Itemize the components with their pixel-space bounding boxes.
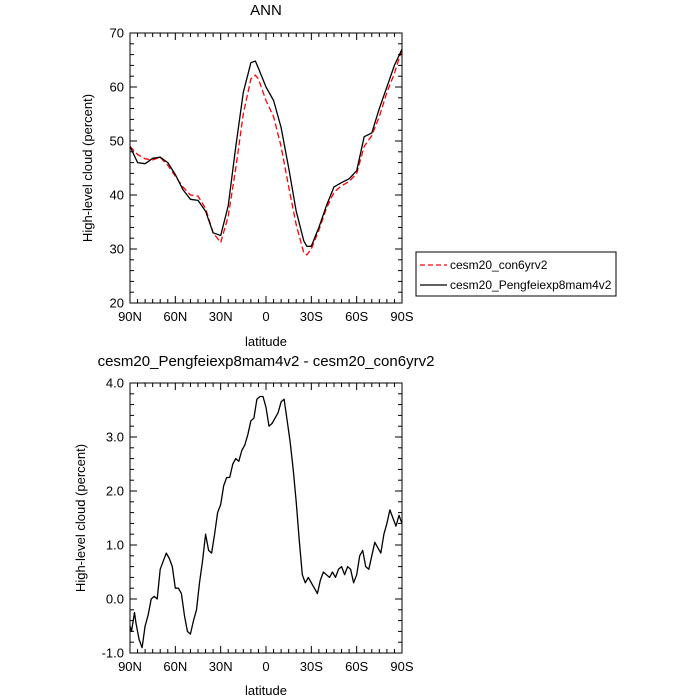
x-tick-label: 90N — [118, 309, 142, 324]
y-axis-label: High-level cloud (percent) — [73, 444, 88, 592]
y-tick-label: -1.0 — [102, 646, 124, 661]
x-tick-label: 60N — [163, 659, 187, 674]
chart-title: ANN — [250, 2, 282, 19]
y-axis-label: High-level cloud (percent) — [80, 94, 95, 242]
x-tick-label: 0 — [262, 309, 269, 324]
y-tick-label: 0.0 — [106, 592, 124, 607]
plot-frame — [129, 382, 403, 654]
x-tick-label: 30S — [300, 659, 323, 674]
y-tick-label: 3.0 — [106, 430, 124, 445]
y-tick-label: 1.0 — [106, 538, 124, 553]
y-tick-label: 50 — [110, 134, 124, 149]
x-tick-label: 60S — [345, 659, 368, 674]
x-tick-label: 0 — [262, 659, 269, 674]
x-tick-label: 60N — [163, 309, 187, 324]
legend-label-con6yrv2: cesm20_con6yrv2 — [450, 258, 548, 272]
x-tick-label: 30N — [209, 309, 233, 324]
x-axis-label: latitude — [245, 334, 287, 349]
x-axis-label: latitude — [245, 683, 287, 698]
tick-layer: 90N 60N 30N 0 30S 60S 90S -1.0 0.0 1.0 2.0 3.0 4.0 — [102, 376, 414, 675]
series-line-difference — [129, 395, 403, 649]
series-line-cesm20-Pengfeiexp8mam4v2 — [129, 48, 403, 247]
y-tick-label: 20 — [110, 296, 124, 311]
x-tick-label: 90S — [390, 309, 413, 324]
series-layer — [129, 395, 403, 649]
legend: cesm20_con6yrv2 cesm20_Pengfeiexp8mam4v2 — [415, 251, 617, 297]
panel-annual-high-cloud: ANN 90N 60N 30N 0 30S 60S 90S 20 30 40 50 60 70 lati… — [80, 2, 617, 349]
y-tick-label: 70 — [110, 26, 124, 41]
x-tick-label: 90N — [118, 659, 142, 674]
chart-title: cesm20_Pengfeiexp8mam4v2 - cesm20_con6yr… — [98, 353, 435, 370]
x-tick-label: 30S — [300, 309, 323, 324]
legend-label-pengfei: cesm20_Pengfeiexp8mam4v2 — [450, 278, 612, 292]
x-tick-label: 30N — [209, 659, 233, 674]
panel-difference: cesm20_Pengfeiexp8mam4v2 - cesm20_con6yr… — [73, 353, 434, 698]
legend-box — [415, 251, 617, 297]
series-layer — [129, 48, 403, 256]
x-tick-label: 90S — [390, 659, 413, 674]
x-tick-label: 60S — [345, 309, 368, 324]
y-tick-label: 40 — [110, 188, 124, 203]
y-tick-label: 2.0 — [106, 484, 124, 499]
y-tick-label: 4.0 — [106, 376, 124, 391]
y-tick-label: 60 — [110, 80, 124, 95]
tick-layer: 90N 60N 30N 0 30S 60S 90S 20 30 40 50 60 70 — [110, 26, 414, 325]
y-tick-label: 30 — [110, 242, 124, 257]
